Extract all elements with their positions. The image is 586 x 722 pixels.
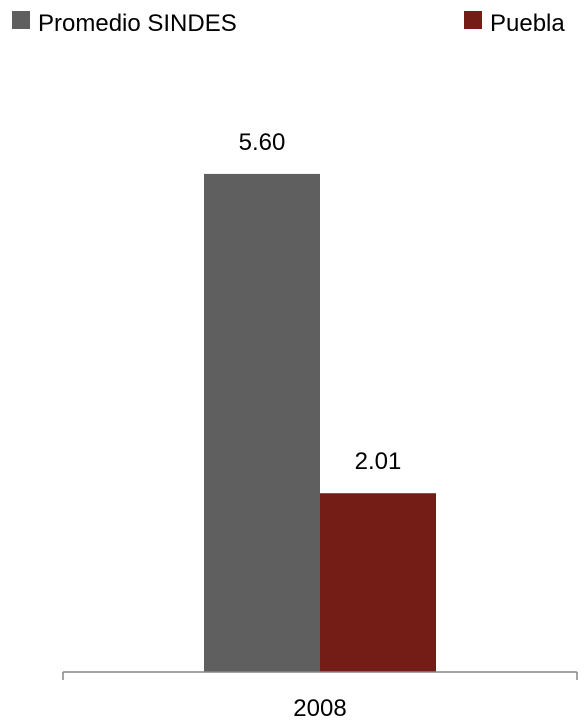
- x-tick-label-2008: 2008: [293, 695, 346, 722]
- bar-promedio-sindes-2008: [204, 173, 320, 672]
- plot-area: 5.60 2.01: [204, 129, 436, 672]
- legend-label-puebla: Puebla: [490, 10, 565, 37]
- data-label-promedio-sindes-2008: 5.60: [239, 129, 286, 156]
- bar-puebla-2008: [320, 493, 436, 672]
- legend-swatch-puebla: [464, 11, 482, 29]
- data-label-puebla-2008: 2.01: [355, 448, 402, 475]
- legend-label-promedio-sindes: Promedio SINDES: [38, 10, 237, 37]
- legend-swatch-promedio-sindes: [12, 11, 30, 29]
- legend: Promedio SINDES Puebla: [12, 10, 565, 37]
- x-axis: 2008: [62, 671, 578, 722]
